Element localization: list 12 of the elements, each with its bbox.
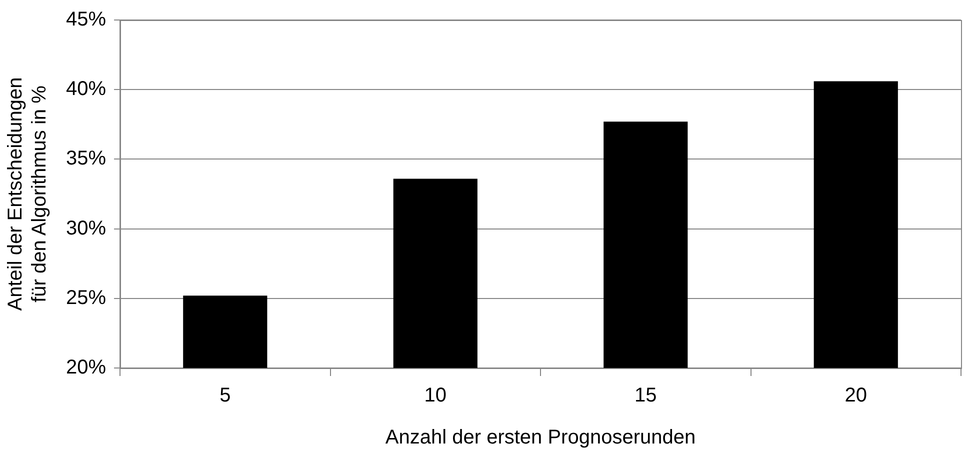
x-tick-label: 20 <box>844 384 868 407</box>
y-tick-label: 30% <box>66 217 106 240</box>
x-tick-label: 15 <box>634 384 657 407</box>
y-tick-label: 20% <box>66 356 106 379</box>
x-axis-title: Anzahl der ersten Prognoserunden <box>385 426 696 449</box>
y-tick-label: 40% <box>66 78 106 100</box>
y-tick-label: 35% <box>66 148 106 170</box>
x-tick-label: 10 <box>424 384 447 407</box>
y-tick-label: 25% <box>66 286 106 309</box>
x-tick-label: 5 <box>220 384 231 407</box>
y-tick-label: 45% <box>66 8 106 31</box>
y-axis-title: Anteil der Entscheidungen für den Algorithmus in % <box>4 77 51 311</box>
